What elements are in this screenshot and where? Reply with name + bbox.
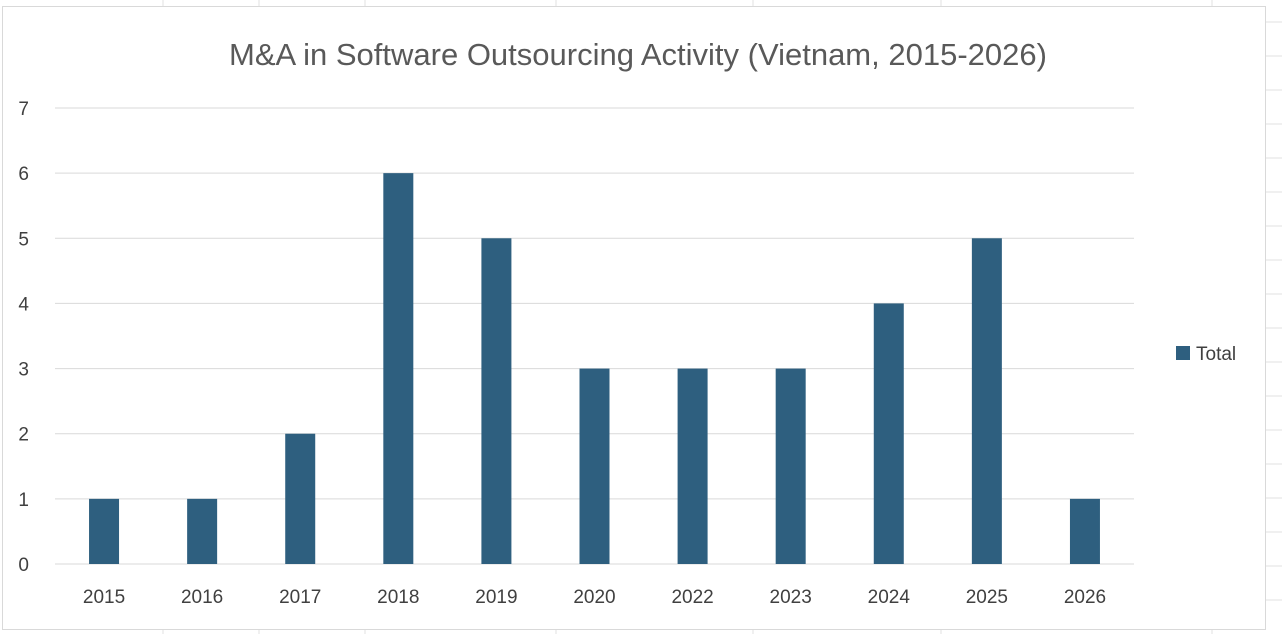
bar <box>187 498 218 564</box>
y-axis-ticks: 0 1 2 3 4 5 6 7 <box>18 99 29 576</box>
bar <box>971 238 1002 565</box>
x-tick-label: 2015 <box>83 587 125 608</box>
y-tick-label: 4 <box>18 294 29 315</box>
bar <box>873 303 904 564</box>
bar <box>677 368 708 564</box>
x-tick-label: 2022 <box>671 587 713 608</box>
chart-title: M&A in Software Outsourcing Activity (Vi… <box>229 37 1047 72</box>
x-tick-label: 2018 <box>377 587 419 608</box>
x-tick-label: 2026 <box>1064 587 1106 608</box>
legend-label: Total <box>1196 344 1236 365</box>
x-tick-label: 2016 <box>181 587 223 608</box>
x-tick-label: 2017 <box>279 587 321 608</box>
x-tick-label: 2020 <box>573 587 615 608</box>
bar <box>579 368 610 564</box>
bar <box>285 433 316 564</box>
bar <box>89 498 120 564</box>
bar <box>481 238 512 565</box>
y-tick-label: 6 <box>18 164 29 185</box>
x-tick-label: 2025 <box>966 587 1008 608</box>
x-tick-label: 2019 <box>475 587 517 608</box>
y-tick-label: 0 <box>18 555 29 576</box>
bar <box>775 368 806 564</box>
chart-area[interactable]: M&A in Software Outsourcing Activity (Vi… <box>2 6 1266 630</box>
x-axis-ticks: 2015 2016 2017 2018 2019 2020 2022 2023 2024 2025… <box>83 587 1106 608</box>
legend-swatch <box>1176 346 1190 360</box>
bar-chart: M&A in Software Outsourcing Activity (Vi… <box>18 37 1236 608</box>
y-tick-label: 5 <box>18 229 29 250</box>
y-tick-label: 1 <box>18 490 29 511</box>
bars <box>89 173 1100 565</box>
bar <box>383 173 414 564</box>
x-tick-label: 2023 <box>770 587 812 608</box>
y-tick-label: 7 <box>18 99 29 120</box>
bar <box>1069 498 1100 564</box>
y-tick-label: 2 <box>18 425 29 446</box>
x-tick-label: 2024 <box>868 587 911 608</box>
y-tick-label: 3 <box>18 360 29 381</box>
legend: Total <box>1176 344 1236 365</box>
